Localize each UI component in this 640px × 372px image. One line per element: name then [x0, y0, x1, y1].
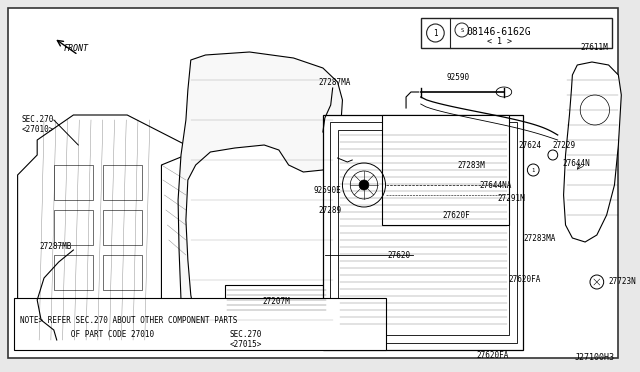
Bar	[337, 130, 509, 335]
Text: 27620FA: 27620FA	[509, 276, 541, 285]
Text: 08146-6162G: 08146-6162G	[467, 27, 531, 37]
Text: 1: 1	[532, 167, 535, 173]
Bar	[54, 210, 93, 245]
Text: <27010>: <27010>	[22, 125, 54, 134]
Text: <27015>: <27015>	[230, 340, 262, 349]
Bar	[103, 255, 142, 290]
Circle shape	[359, 180, 369, 190]
Text: 27644NA: 27644NA	[479, 180, 512, 189]
Text: SEC.270: SEC.270	[230, 330, 262, 339]
Bar	[103, 165, 142, 200]
Text: 27287MB: 27287MB	[39, 242, 72, 251]
Bar	[54, 255, 93, 290]
Text: 27723N: 27723N	[609, 278, 636, 286]
Text: S: S	[460, 28, 463, 32]
Text: J27100H3: J27100H3	[575, 353, 614, 362]
Text: 27287MA: 27287MA	[318, 77, 350, 87]
Text: 27283MA: 27283MA	[524, 234, 556, 243]
Bar	[420, 18, 612, 48]
Polygon shape	[564, 62, 621, 242]
Text: SEC.270: SEC.270	[22, 115, 54, 124]
Text: 92590: 92590	[446, 73, 470, 82]
Bar	[330, 122, 516, 343]
Text: NOTE> REFER SEC.270 ABOUT OTHER COMPONENT PARTS: NOTE> REFER SEC.270 ABOUT OTHER COMPONEN…	[20, 316, 237, 325]
Text: 27624: 27624	[518, 141, 541, 150]
Text: OF PART CODE 27010: OF PART CODE 27010	[20, 330, 154, 339]
Bar	[225, 285, 328, 317]
Text: 27620: 27620	[388, 250, 411, 260]
Text: 27620FA: 27620FA	[477, 350, 509, 359]
Text: 27283M: 27283M	[458, 160, 486, 170]
Bar	[381, 115, 509, 225]
Text: 27611M: 27611M	[580, 43, 608, 52]
Bar	[103, 210, 142, 245]
Text: 27620F: 27620F	[442, 211, 470, 219]
Bar	[54, 165, 93, 200]
Text: 92590E: 92590E	[313, 186, 341, 195]
Polygon shape	[178, 52, 342, 320]
Text: 27291M: 27291M	[497, 193, 525, 202]
Polygon shape	[18, 115, 186, 350]
Text: < 1 >: < 1 >	[486, 37, 511, 46]
Bar	[323, 115, 524, 350]
Text: 27289: 27289	[318, 205, 341, 215]
Text: FRONT: FRONT	[64, 44, 89, 52]
Polygon shape	[496, 87, 512, 97]
Text: 27207M: 27207M	[262, 298, 290, 307]
Text: 27644N: 27644N	[563, 158, 590, 167]
Text: 1: 1	[433, 29, 438, 38]
Bar	[13, 298, 385, 350]
Text: 27229: 27229	[553, 141, 576, 150]
